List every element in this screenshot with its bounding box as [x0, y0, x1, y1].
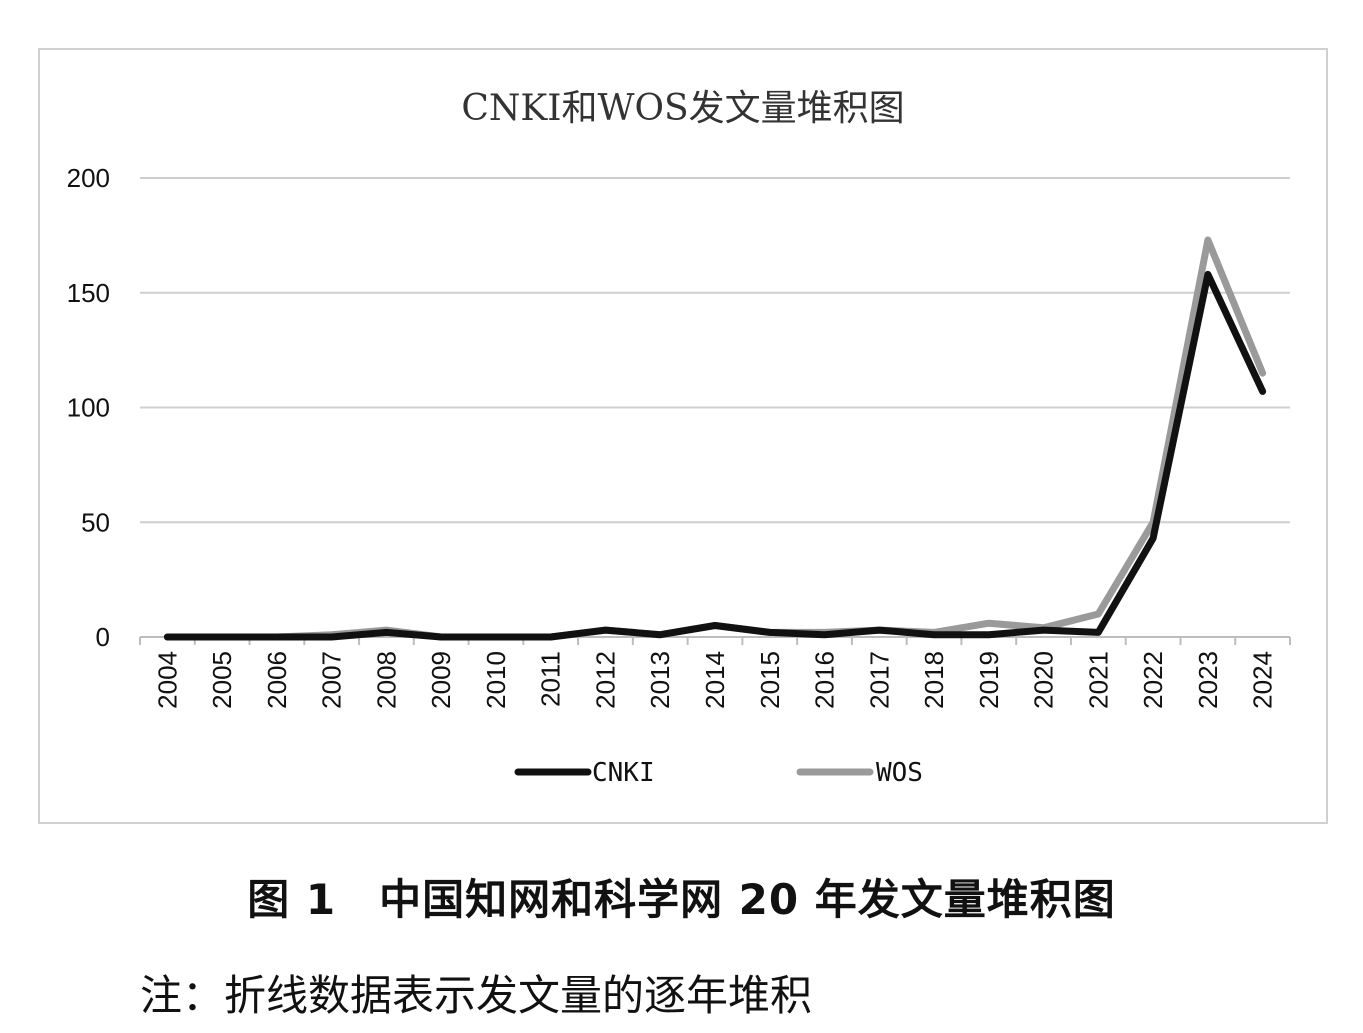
x-tick-label: 2021 — [1083, 651, 1113, 709]
line-chart: CNKI和WOS发文量堆积图 0 50 100 150 200 2004 2005 2006 2… — [67, 88, 1291, 788]
y-tick-label: 0 — [96, 622, 110, 652]
x-tick-label: 2006 — [262, 651, 292, 709]
y-tick-label: 200 — [67, 163, 110, 193]
x-tick-label: 2024 — [1248, 651, 1278, 709]
x-tick-label: 2023 — [1193, 651, 1223, 709]
y-tick-label: 50 — [81, 507, 110, 537]
x-tick-label: 2008 — [371, 651, 401, 709]
x-tick-label: 2022 — [1138, 651, 1168, 709]
figure-caption: 图 1 中国知网和科学网 20 年发文量堆积图 — [247, 875, 1116, 924]
chart-title: CNKI和WOS发文量堆积图 — [461, 88, 904, 129]
x-tick-label: 2009 — [426, 651, 456, 709]
series-line-wos — [163, 236, 1267, 641]
x-tick-label: 2010 — [481, 651, 511, 709]
y-tick-label: 100 — [67, 393, 110, 423]
x-tick-label: 2015 — [755, 651, 785, 709]
x-tick-label: 2017 — [864, 651, 894, 709]
figure-note: 注：折线数据表示发文量的逐年堆积 — [140, 971, 813, 1020]
legend-label-cnki: CNKI — [592, 758, 655, 788]
chart-frame: CNKI和WOS发文量堆积图 0 50 100 150 200 2004 2005 2006 2… — [38, 48, 1328, 824]
x-tick-label: 2004 — [152, 651, 182, 709]
x-tick-label: 2013 — [645, 651, 675, 709]
series-line-cnki — [163, 270, 1267, 641]
x-tick-label: 2020 — [1029, 651, 1059, 709]
x-tick-label: 2018 — [919, 651, 949, 709]
x-tick-label: 2011 — [536, 651, 566, 707]
x-tick-label: 2005 — [207, 651, 237, 709]
y-tick-label: 150 — [67, 278, 110, 308]
x-tick-label: 2014 — [700, 651, 730, 709]
x-tick-label: 2019 — [974, 651, 1004, 709]
legend-label-wos: WOS — [876, 758, 923, 788]
x-tick-label: 2012 — [590, 651, 620, 709]
x-tick-label: 2016 — [810, 651, 840, 709]
x-tick-label: 2007 — [317, 651, 347, 709]
